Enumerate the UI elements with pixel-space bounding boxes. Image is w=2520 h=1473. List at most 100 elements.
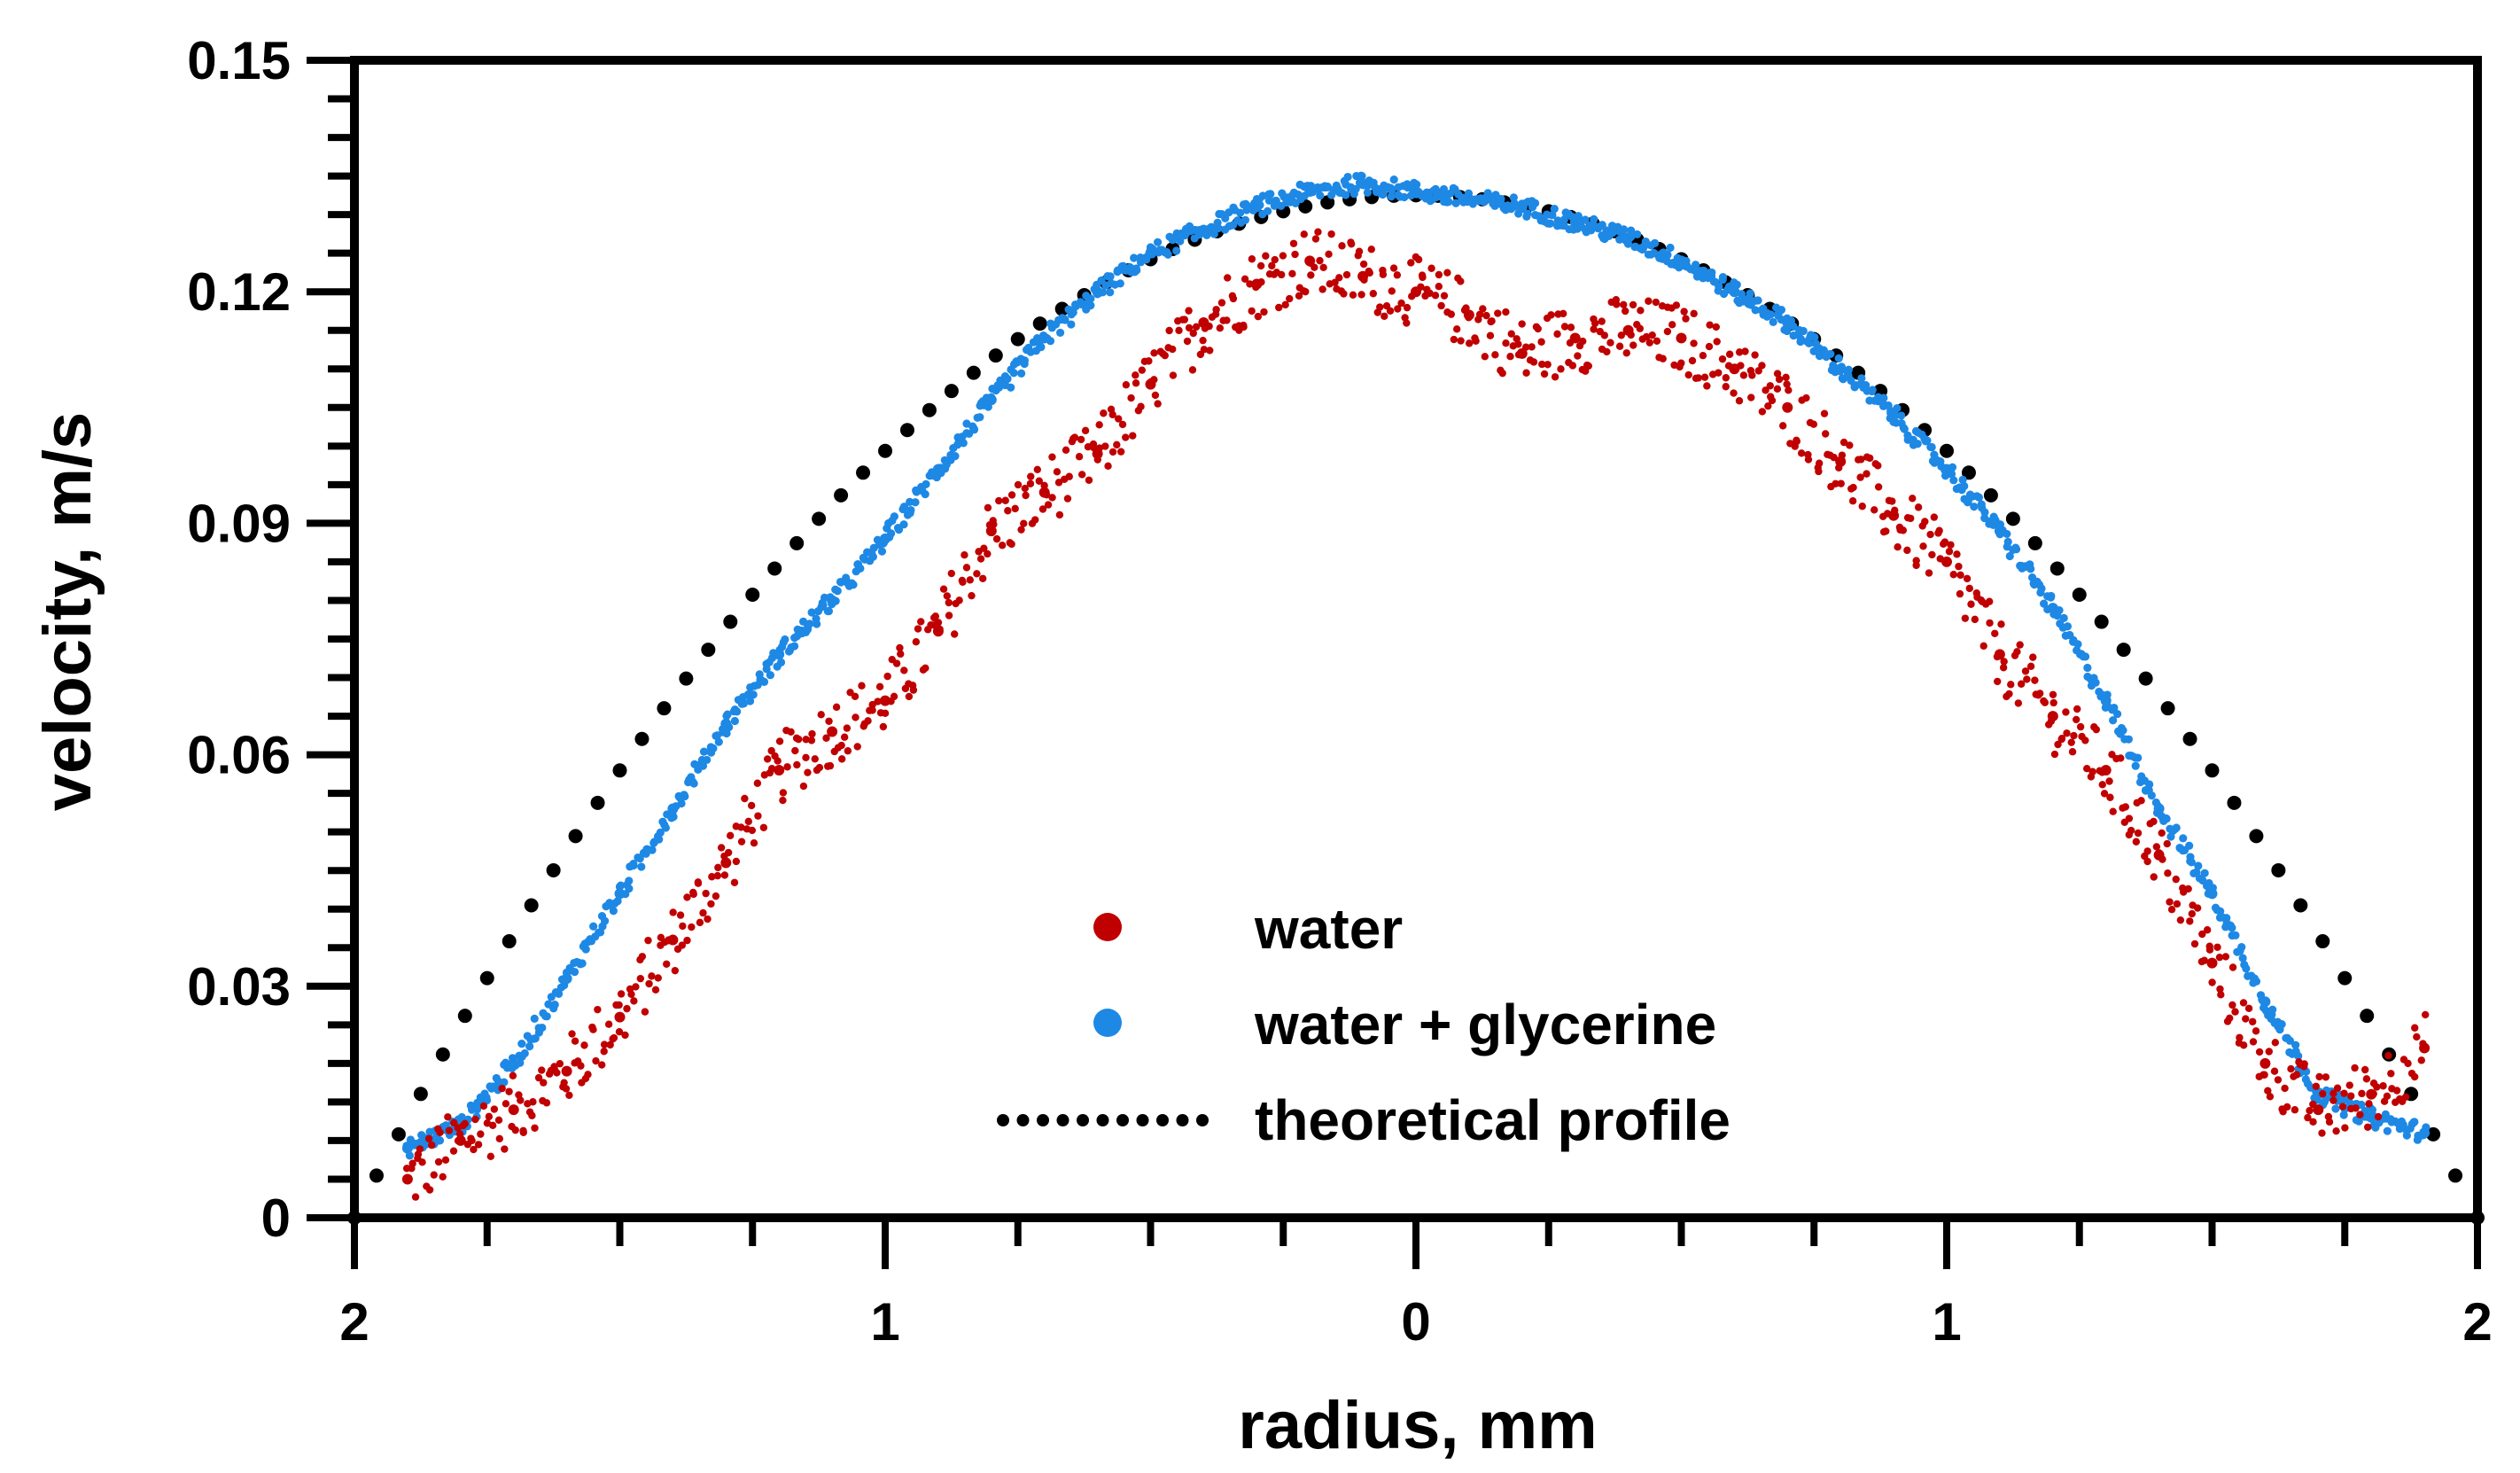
data-point [1275,303,1283,312]
data-point [2050,750,2059,759]
data-point [1266,190,1275,199]
data-point [1621,307,1629,316]
data-point [1694,374,1702,382]
data-point [1834,354,1843,362]
data-point [1785,386,1793,394]
data-point [1450,335,1458,344]
data-point [890,692,898,701]
data-point [1145,357,1153,365]
data-point [2318,1129,2326,1137]
data-point [1205,322,1213,331]
data-point [1502,308,1510,316]
data-point [714,863,722,872]
data-point [813,620,821,628]
data-point [477,1130,485,1138]
data-point [589,922,598,931]
data-point [1537,338,1545,346]
data-point [1040,481,1048,490]
data-point [1936,555,1944,563]
data-point [1342,270,1351,279]
data-point [486,1152,494,1161]
data-point [1115,415,1123,423]
data-point [2137,797,2145,805]
theory-dot [590,795,605,810]
data-point [2131,761,2140,770]
data-point [676,911,685,919]
data-point [1941,538,1949,546]
data-point [911,498,920,507]
legend-marker [1093,913,1122,941]
data-point [2200,956,2209,964]
data-point [897,650,905,659]
data-point [1286,294,1294,303]
data-point [864,717,872,725]
data-point [1360,276,1368,284]
y-tick-label: 0.03 [187,957,291,1017]
data-point [1042,491,1051,499]
data-point [2205,946,2214,954]
data-point [2076,722,2085,731]
data-point [2150,873,2158,881]
data-point [1185,323,1194,332]
data-point [1067,320,1076,329]
data-point [2364,1123,2372,1131]
data-point [580,1041,588,1049]
data-point [1090,443,1098,452]
data-point [934,619,943,627]
theory-dot [2448,1168,2463,1183]
data-point [1044,501,1053,509]
data-point [1055,510,1064,519]
data-point [1961,614,1970,622]
data-point [707,900,715,908]
data-point [625,877,634,885]
data-point [1101,442,1109,450]
data-point [802,736,810,744]
data-point [1838,451,1847,459]
data-point [1927,442,1936,452]
theory-dot [524,898,539,913]
data-point [2215,953,2224,962]
data-point [445,1126,454,1134]
data-point [2242,964,2251,973]
data-point [699,747,709,756]
data-point [461,1119,469,1128]
data-point [799,782,808,791]
theory-dot [2005,511,2020,526]
data-point [1627,226,1636,235]
data-point [1394,305,1402,313]
data-point [2070,731,2078,740]
data-point [561,1065,572,1077]
data-point [741,794,749,803]
data-point [712,731,720,740]
data-point [2005,690,2013,698]
data-point [1712,323,1720,331]
data-point [1236,208,1245,217]
data-point [1928,550,1936,559]
data-point [1367,246,1375,253]
theory-dot [2182,731,2197,746]
data-point [1151,391,1160,400]
data-point [1682,315,1690,323]
data-point [1967,600,1975,608]
data-point [1017,526,1025,534]
data-point [1903,546,1911,555]
legend-marker-dot [1016,1114,1030,1126]
theory-dot [1961,465,1976,480]
data-point [408,1159,416,1167]
data-point [1240,323,1248,331]
data-point [505,1087,513,1095]
data-point [1482,311,1490,320]
data-point [1747,394,1755,401]
data-point [1507,330,1515,338]
data-point [1874,462,1882,470]
data-point [1925,569,1933,577]
data-point [720,857,732,869]
data-point [1633,230,1642,239]
data-point [1086,294,1095,303]
data-point [1894,542,1902,551]
data-point [732,857,741,866]
data-point [1325,250,1333,259]
data-point [1603,347,1611,356]
data-point [1011,504,1019,513]
data-point [1600,331,1609,339]
